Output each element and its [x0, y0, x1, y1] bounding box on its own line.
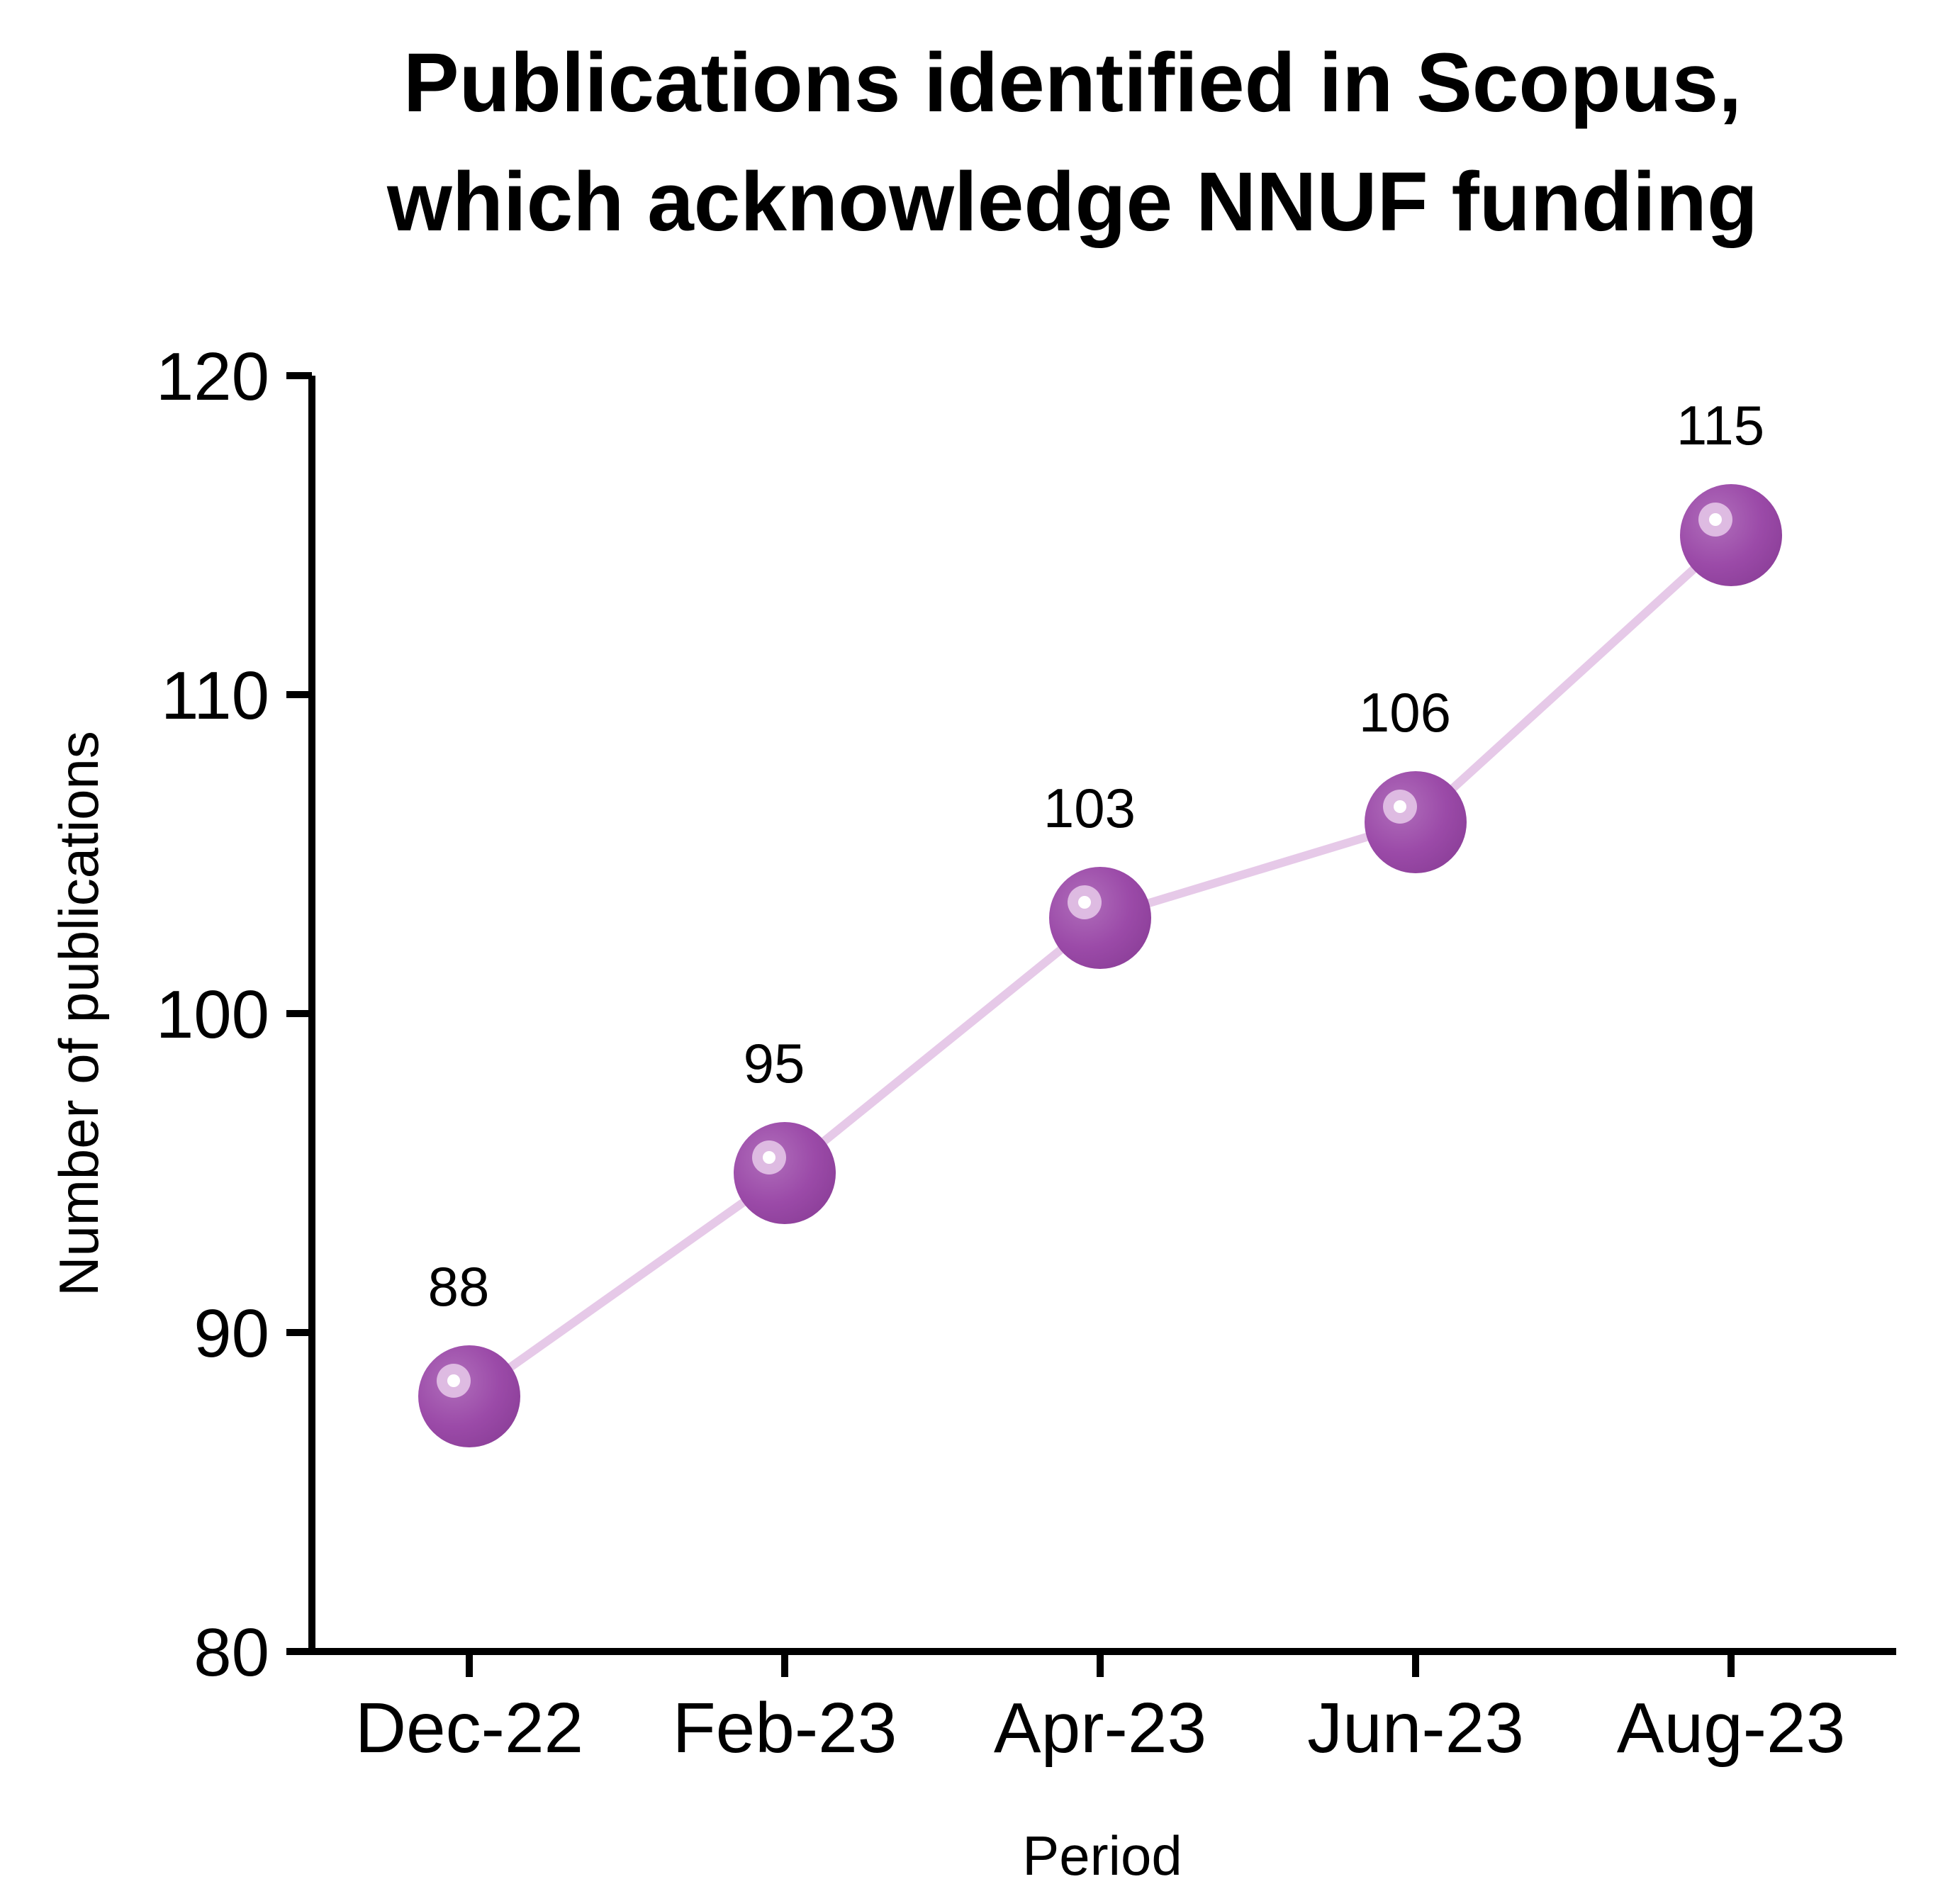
chart-title-line-2: which acknowledge NNUF funding	[386, 155, 1758, 249]
data-label: 115	[1676, 394, 1764, 456]
x-tick-label: Jun-23	[1307, 1688, 1524, 1768]
data-point-marker	[734, 1122, 836, 1224]
y-tick-label: 110	[161, 658, 269, 734]
data-point	[734, 1122, 836, 1224]
x-tick-label: Dec-22	[355, 1688, 583, 1768]
y-ticks: 80 90 100 110 120	[156, 339, 312, 1690]
x-tick-label: Feb-23	[673, 1688, 897, 1768]
data-point-marker	[1680, 484, 1782, 586]
data-point	[1049, 867, 1151, 969]
data-point-glint	[1394, 800, 1406, 813]
data-point-marker	[418, 1345, 520, 1447]
data-point-glint	[1078, 896, 1091, 909]
y-tick-label: 80	[194, 1615, 269, 1690]
data-label: 95	[744, 1032, 805, 1094]
y-tick-label: 100	[156, 977, 269, 1053]
data-label: 103	[1043, 777, 1136, 839]
x-tick-label: Apr-23	[994, 1688, 1206, 1768]
axes	[286, 376, 1896, 1655]
data-point	[1365, 771, 1467, 873]
y-tick-label: 120	[156, 339, 269, 415]
data-point	[418, 1345, 520, 1447]
data-point-glint	[447, 1374, 460, 1387]
x-axis-label: Period	[1022, 1824, 1182, 1887]
data-label: 88	[428, 1255, 490, 1318]
x-tick-label: Aug-23	[1617, 1688, 1845, 1768]
x-ticks: Dec-22 Feb-23 Apr-23 Jun-23 Aug-23	[355, 1652, 1845, 1768]
data-point-marker	[1365, 771, 1467, 873]
data-point-glint	[763, 1151, 775, 1164]
chart-title-line-1: Publications identified in Scopus,	[403, 36, 1742, 130]
data-labels: 88 95 103 106 115	[428, 394, 1765, 1318]
data-point-marker	[1049, 867, 1151, 969]
markers	[418, 484, 1782, 1447]
y-tick-label: 90	[194, 1296, 269, 1372]
data-point	[1680, 484, 1782, 586]
data-label: 106	[1359, 681, 1451, 744]
y-axis-label: Number of publications	[47, 731, 110, 1296]
data-point-glint	[1709, 513, 1722, 526]
